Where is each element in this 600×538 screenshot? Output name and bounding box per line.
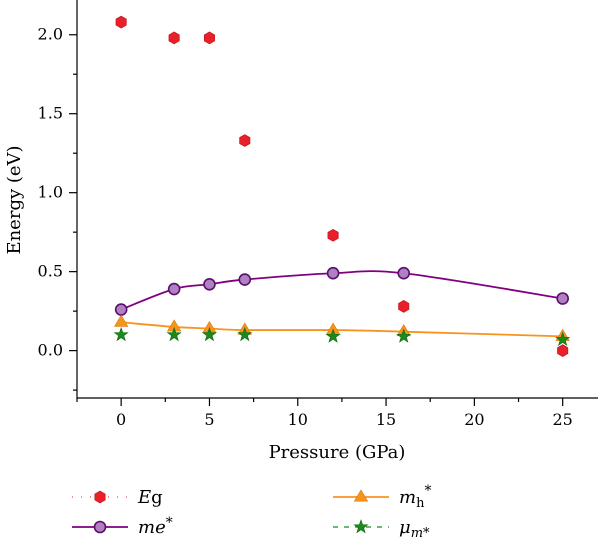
- legend-label-3: μm*: [399, 517, 430, 538]
- x-axis-title: Pressure (GPa): [269, 442, 406, 463]
- data-point-series-3: [555, 331, 571, 346]
- y-tick-label: 2.0: [38, 25, 63, 44]
- data-point-series-3: [396, 328, 412, 343]
- data-point-series-0: [115, 15, 127, 29]
- data-points: [113, 15, 571, 357]
- data-point-series-3: [325, 328, 341, 343]
- data-point-series-0: [557, 344, 569, 357]
- x-tick-label: 5: [204, 410, 214, 429]
- x-tick-label: 20: [464, 410, 484, 429]
- legend-label-0: Eg: [137, 487, 163, 508]
- y-axis-title: Energy (eV): [4, 145, 25, 254]
- data-point-series-0: [239, 134, 251, 147]
- data-point-series-0: [203, 31, 215, 45]
- data-point-series-3: [113, 326, 129, 342]
- x-tick-label: 25: [552, 410, 572, 429]
- data-point-series-2: [113, 314, 129, 327]
- data-point-series-1: [238, 273, 252, 286]
- series-line-1: [120, 270, 563, 311]
- y-tick-label: 0.5: [38, 262, 63, 281]
- data-point-series-1: [556, 292, 569, 305]
- x-tick-label: 15: [376, 410, 396, 429]
- legend-marker-2: [353, 489, 369, 502]
- data-point-series-1: [114, 303, 128, 316]
- legend: Eg me* mh* μm*: [72, 483, 431, 538]
- data-point-series-0: [398, 300, 410, 313]
- data-point-series-0: [168, 31, 180, 45]
- legend-label-2: mh*: [399, 483, 431, 511]
- series-lines: [120, 270, 563, 338]
- y-tick-label: 1.5: [38, 104, 63, 123]
- data-point-series-0: [327, 228, 339, 242]
- series-line-2: [121, 321, 563, 338]
- legend-marker-0: [94, 490, 106, 504]
- data-point-series-1: [397, 266, 411, 280]
- y-tick-label: 1.0: [38, 183, 63, 202]
- y-tick-label: 0.0: [38, 341, 63, 360]
- data-point-series-1: [167, 282, 181, 296]
- data-point-series-3: [166, 326, 182, 342]
- x-tick-label: 10: [288, 410, 308, 429]
- data-point-series-1: [326, 266, 340, 280]
- data-point-series-3: [201, 326, 217, 342]
- legend-label-1: me*: [138, 515, 173, 538]
- legend-marker-1: [93, 520, 107, 534]
- x-tick-label: 0: [116, 410, 126, 429]
- data-point-series-3: [237, 326, 253, 342]
- data-point-series-1: [203, 277, 216, 291]
- legend-marker-3: [353, 519, 369, 534]
- axes: 0 5 10 15 20 25 0.0 0.5 1.0 1.5 2.0: [38, 0, 598, 429]
